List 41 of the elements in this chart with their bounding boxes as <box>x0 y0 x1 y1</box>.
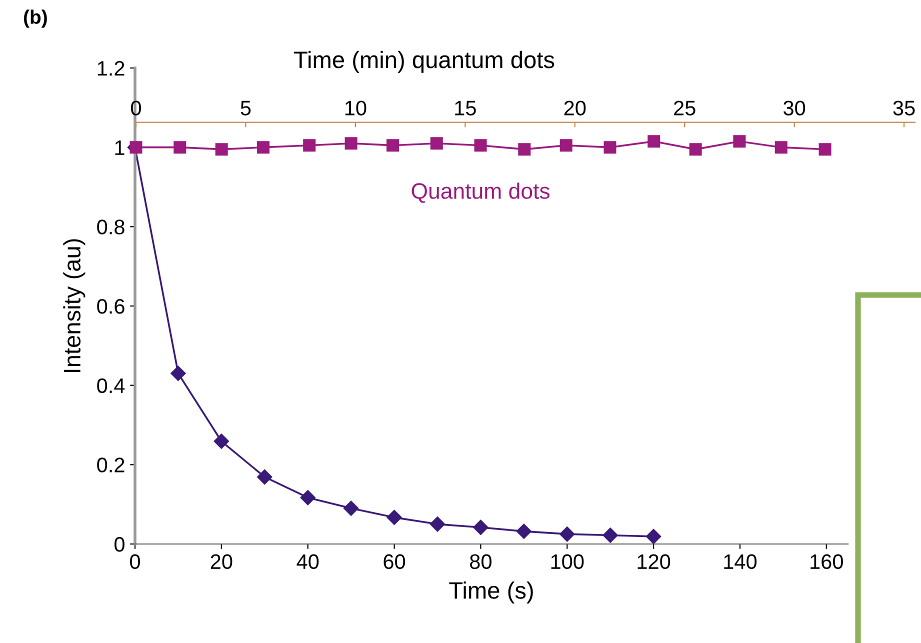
y-tick-label: 0 <box>114 537 124 552</box>
x2-axis-title: Time (min) quantum dots <box>294 50 554 73</box>
x-tick-label: 40 <box>296 554 319 570</box>
x-tick-label: 60 <box>384 554 406 570</box>
point <box>343 500 359 516</box>
y-axis-title: Intensity (au) <box>63 239 86 372</box>
x-tick-label: 20 <box>210 554 232 570</box>
point <box>646 528 662 544</box>
x-tick-label: 120 <box>638 554 670 570</box>
y-tick-label: 0.2 <box>97 458 124 472</box>
x-tick-label: 160 <box>810 554 843 570</box>
series-label: Quantum dots <box>412 182 550 203</box>
y-tick-label: 0.6 <box>97 299 124 314</box>
y-tick-label: 0.8 <box>97 220 124 234</box>
point <box>516 524 532 539</box>
x2-tick-label: 15 <box>455 100 476 116</box>
x2-tick-label: 25 <box>674 100 696 116</box>
x2-tick-label: 0 <box>131 100 141 116</box>
x-axis-title: Time (s) <box>449 581 533 604</box>
x2-tick-label: 10 <box>345 100 366 116</box>
x-tick-label: 0 <box>130 554 140 570</box>
x2-tick-label: 5 <box>240 100 251 116</box>
point <box>602 528 618 543</box>
y-tick-label: 0.4 <box>97 378 125 394</box>
point <box>170 366 186 382</box>
chart-title: (b) <box>24 10 47 28</box>
x-tick-label: 100 <box>551 554 584 570</box>
point <box>386 510 402 525</box>
x2-tick-label: 30 <box>784 100 806 116</box>
point <box>560 526 575 542</box>
x-tick-label: 80 <box>470 554 492 570</box>
y-tick-label: 1.2 <box>98 61 124 76</box>
x2-tick-label: 20 <box>564 100 586 116</box>
point <box>430 516 446 532</box>
point <box>214 434 229 449</box>
x-tick-label: 140 <box>724 554 757 570</box>
point <box>473 520 488 535</box>
x2-tick-label: 35 <box>893 100 915 116</box>
point <box>300 490 316 506</box>
point <box>257 469 272 485</box>
y-tick-label: 1 <box>115 140 124 155</box>
